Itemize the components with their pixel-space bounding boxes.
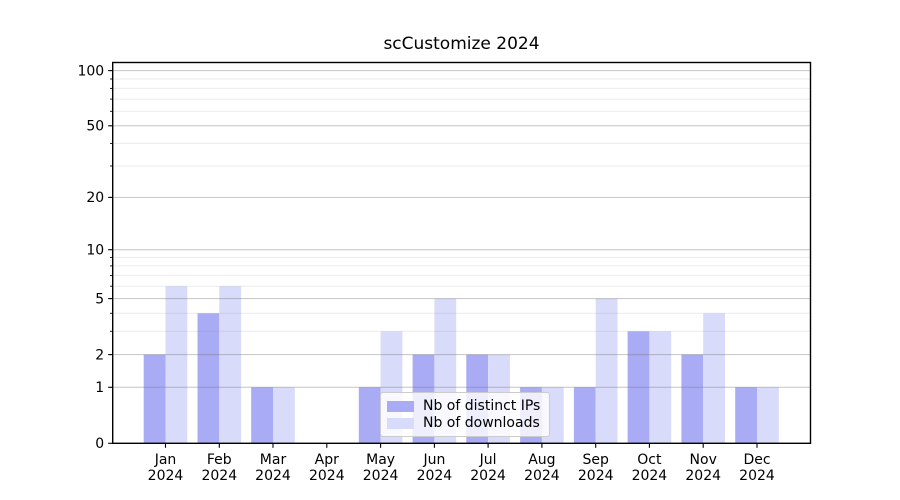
legend-item-distinct-ips: Nb of distinct IPs [387,398,540,414]
x-tick-label-oct: Oct 2024 [632,452,668,484]
y-tick-label-10: 10 [86,243,104,259]
x-tick-label-jan: Jan 2024 [148,452,184,484]
bar-downloads-mar [273,387,295,444]
y-tick-label-100: 100 [77,63,104,79]
y-tick-label-20: 20 [86,190,104,206]
bar-downloads-sep [595,298,618,444]
bar-downloads-nov [703,313,725,444]
bar-distinct-ips-sep [573,387,596,444]
y-tick-label-0: 0 [95,436,104,452]
y-tick-label-1: 1 [95,380,104,396]
x-tick-label-sep: Sep 2024 [578,452,614,484]
bar-downloads-feb [219,286,242,444]
bar-distinct-ips-feb [197,313,220,444]
x-tick-label-may: May 2024 [363,452,399,484]
x-tick-label-mar: Mar 2024 [255,452,291,484]
y-tick-label-2: 2 [95,347,104,363]
x-tick-label-jul: Jul 2024 [470,452,506,484]
y-tick-label-50: 50 [86,119,104,135]
x-tick-label-dec: Dec 2024 [739,452,775,484]
bar-distinct-ips-may [358,387,381,444]
legend: Nb of distinct IPs Nb of downloads [380,392,551,437]
chart-title: scCustomize 2024 [383,34,540,54]
x-tick-label-nov: Nov 2024 [685,452,721,484]
y-tick-label-5: 5 [95,291,104,307]
bar-downloads-oct [649,331,672,444]
bar-distinct-ips-nov [681,354,704,444]
legend-item-downloads: Nb of downloads [387,415,540,431]
x-tick-label-feb: Feb 2024 [201,452,237,484]
bar-distinct-ips-mar [251,387,273,444]
legend-swatch-downloads [387,417,414,429]
legend-label-distinct-ips: Nb of distinct IPs [423,398,541,414]
bar-downloads-dec [757,387,779,444]
x-tick-label-jun: Jun 2024 [417,452,453,484]
bar-distinct-ips-jan [143,354,166,444]
legend-swatch-distinct-ips [387,400,414,412]
bar-distinct-ips-dec [735,387,757,444]
x-tick-label-aug: Aug 2024 [524,452,560,484]
plot-frame [111,61,812,444]
bar-distinct-ips-oct [627,331,650,444]
legend-label-downloads: Nb of downloads [423,415,540,431]
x-tick-label-apr: Apr 2024 [309,452,345,484]
bar-downloads-jan [165,286,188,444]
